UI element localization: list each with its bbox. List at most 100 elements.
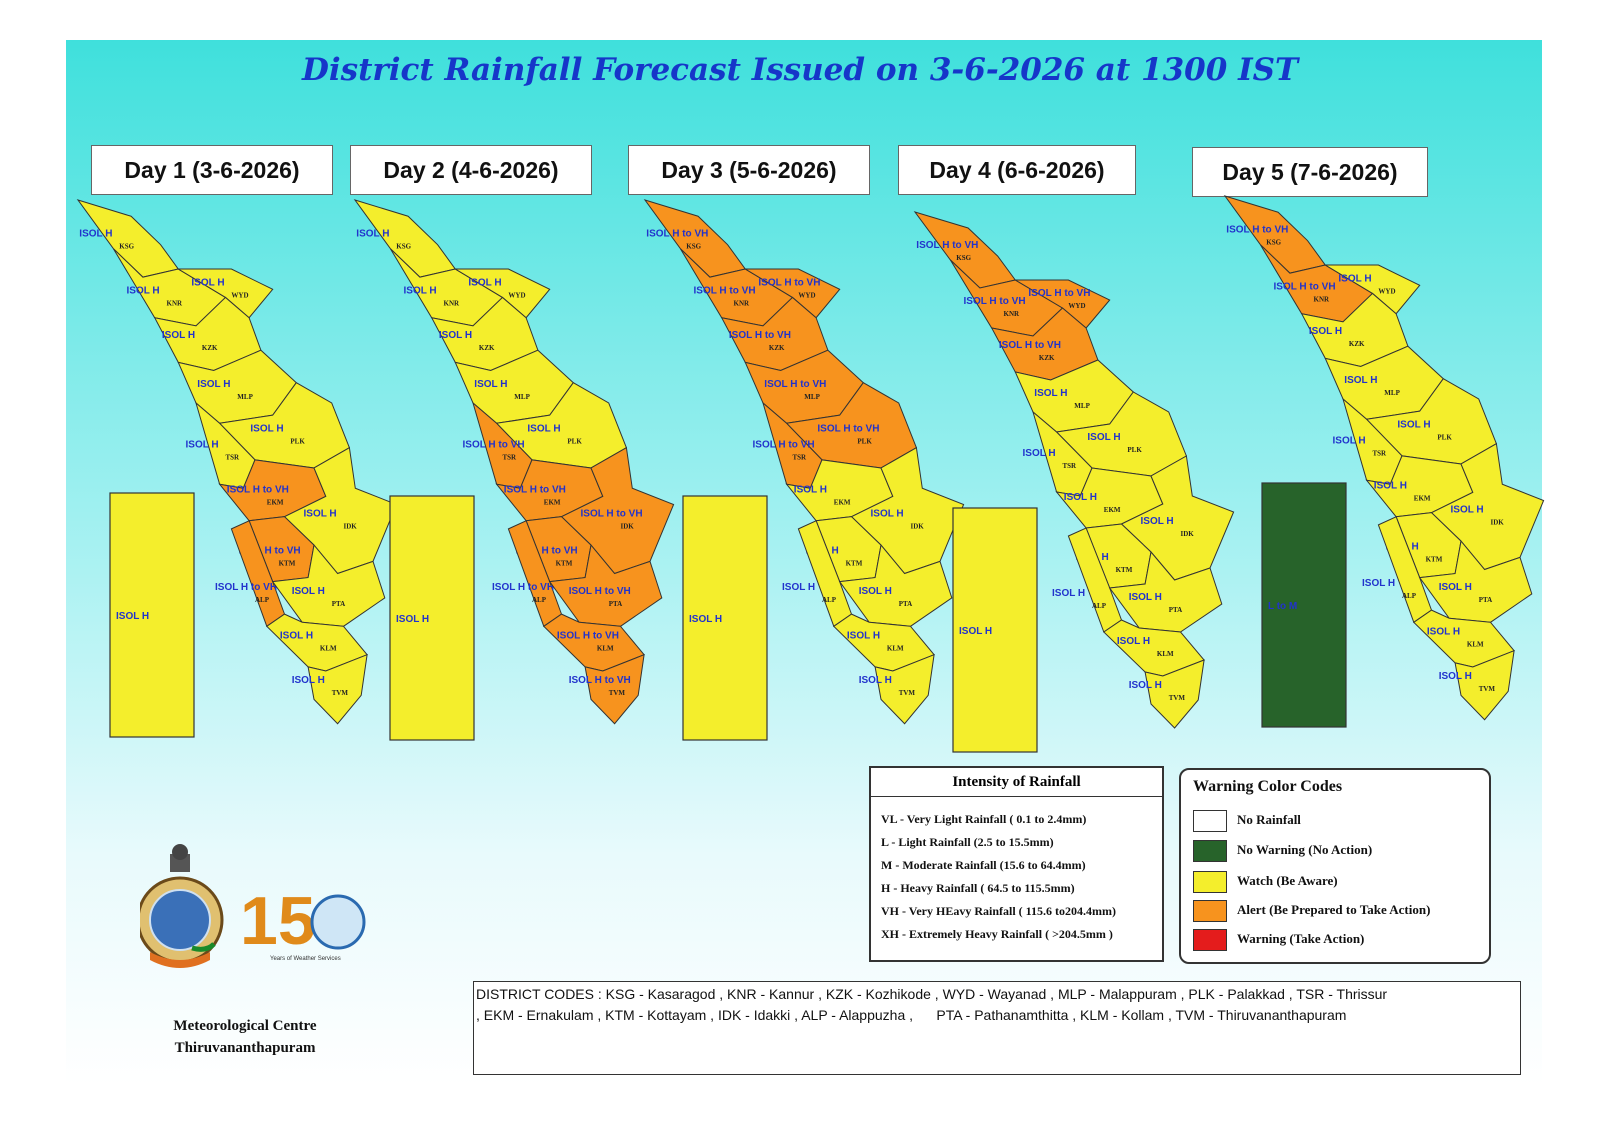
forecast-label-alp-day-1: ISOL H to VH bbox=[215, 582, 277, 593]
forecast-label-ktm-day-1: ISOL H to VH bbox=[239, 545, 301, 556]
swatch-alert bbox=[1193, 900, 1227, 922]
district-tvm-day-1 bbox=[307, 653, 368, 725]
lakshadweep-box-day-4 bbox=[952, 507, 1038, 753]
district-wyd-day-3 bbox=[743, 268, 841, 319]
district-code-pta-day-5: PTA bbox=[1479, 596, 1492, 604]
forecast-label-ekm-day-2: ISOL H to VH bbox=[504, 484, 566, 495]
intensity-row-m: M - Moderate Rainfall (15.6 to 64.4mm) bbox=[881, 858, 1086, 872]
forecast-label-pta-day-2: ISOL H to VH bbox=[569, 586, 631, 597]
district-tvm-day-3 bbox=[874, 653, 935, 725]
district-code-idk-day-4: IDK bbox=[1181, 530, 1195, 538]
forecast-label-pta-day-4: ISOL H bbox=[1129, 592, 1162, 603]
district-alp-day-5 bbox=[1377, 516, 1433, 624]
forecast-label-tvm-day-4: ISOL H bbox=[1129, 680, 1162, 691]
lakshadweep-label-day-5: L to M bbox=[1268, 601, 1297, 612]
forecast-label-knr-day-4: ISOL H to VH bbox=[964, 296, 1026, 307]
district-code-ekm-day-5: EKM bbox=[1414, 494, 1431, 502]
forecast-label-idk-day-4: ISOL H bbox=[1141, 516, 1174, 527]
district-code-alp-day-3: ALP bbox=[822, 596, 837, 604]
district-code-knr-day-2: KNR bbox=[444, 299, 461, 307]
forecast-label-mlp-day-4: ISOL H bbox=[1034, 388, 1067, 399]
forecast-label-ekm-day-4: ISOL H bbox=[1064, 492, 1097, 503]
district-code-wyd-day-2: WYD bbox=[508, 291, 525, 299]
district-code-ktm-day-1: KTM bbox=[279, 559, 296, 567]
forecast-label-alp-day-2: ISOL H to VH bbox=[492, 582, 554, 593]
intensity-row-vl: VL - Very Light Rainfall ( 0.1 to 2.4mm) bbox=[881, 812, 1087, 826]
day-1-header: Day 1 (3-6-2026) bbox=[91, 145, 333, 195]
swatch-no-rainfall bbox=[1193, 810, 1227, 832]
kerala-map-day-2: ISOL H KSG ISOL H KNR ISOL H WYD ISOL H KZK ISOL… bbox=[353, 199, 675, 741]
district-code-plk-day-2: PLK bbox=[567, 437, 582, 445]
district-tvm-day-5 bbox=[1454, 649, 1515, 721]
forecast-label-mlp-day-5: ISOL H bbox=[1344, 375, 1377, 386]
label-no-warning: No Warning (No Action) bbox=[1237, 842, 1373, 857]
district-code-wyd-day-5: WYD bbox=[1378, 287, 1395, 295]
forecast-label-idk-day-1: ISOL H bbox=[304, 509, 337, 520]
lakshadweep-box-day-3 bbox=[682, 495, 768, 741]
page-title: District Rainfall Forecast Issued on 3-6… bbox=[301, 52, 1299, 88]
label-watch: Watch (Be Aware) bbox=[1237, 873, 1338, 888]
district-code-ekm-day-4: EKM bbox=[1104, 506, 1121, 514]
forecast-label-kzk-day-2: ISOL H bbox=[439, 330, 472, 341]
lakshadweep-label-day-4: ISOL H bbox=[959, 626, 992, 637]
district-code-tvm-day-5: TVM bbox=[1479, 685, 1496, 693]
district-code-tsr-day-2: TSR bbox=[503, 454, 518, 462]
district-code-tsr-day-4: TSR bbox=[1063, 462, 1078, 470]
district-wyd-day-5 bbox=[1323, 264, 1421, 315]
district-alp-day-2 bbox=[507, 520, 563, 628]
forecast-label-ksg-day-4: ISOL H to VH bbox=[916, 240, 978, 251]
district-code-plk-day-3: PLK bbox=[857, 437, 872, 445]
intensity-legend-title: Intensity of Rainfall bbox=[871, 768, 1162, 797]
district-code-tvm-day-3: TVM bbox=[899, 689, 916, 697]
district-code-idk-day-3: IDK bbox=[911, 523, 925, 531]
forecast-label-ksg-day-2: ISOL H bbox=[356, 229, 389, 240]
forecast-label-knr-day-3: ISOL H to VH bbox=[694, 285, 756, 296]
district-code-kzk-day-5: KZK bbox=[1349, 340, 1365, 348]
forecast-label-knr-day-2: ISOL H bbox=[404, 285, 437, 296]
district-wyd-day-4 bbox=[1013, 279, 1111, 329]
forecast-label-knr-day-1: ISOL H bbox=[127, 285, 160, 296]
district-tvm-day-4 bbox=[1144, 659, 1205, 729]
district-code-ekm-day-3: EKM bbox=[834, 498, 851, 506]
forecast-label-wyd-day-4: ISOL H to VH bbox=[1028, 288, 1090, 299]
forecast-label-klm-day-5: ISOL H bbox=[1427, 627, 1460, 638]
forecast-label-tvm-day-1: ISOL H bbox=[292, 675, 325, 686]
district-code-idk-day-2: IDK bbox=[621, 523, 635, 531]
forecast-label-plk-day-2: ISOL H bbox=[527, 423, 560, 434]
day-4-header: Day 4 (6-6-2026) bbox=[898, 145, 1136, 195]
label-alert: Alert (Be Prepared to Take Action) bbox=[1237, 902, 1431, 917]
district-code-idk-day-1: IDK bbox=[344, 523, 358, 531]
forecast-label-tsr-day-2: ISOL H to VH bbox=[463, 440, 525, 451]
district-code-idk-day-5: IDK bbox=[1491, 519, 1505, 527]
district-code-ksg-day-2: KSG bbox=[396, 243, 411, 251]
forecast-label-klm-day-4: ISOL H bbox=[1117, 636, 1150, 647]
forecast-label-ekm-day-5: ISOL H bbox=[1374, 480, 1407, 491]
forecast-label-pta-day-5: ISOL H bbox=[1439, 582, 1472, 593]
district-code-alp-day-1: ALP bbox=[255, 596, 270, 604]
district-code-pta-day-2: PTA bbox=[609, 600, 622, 608]
district-code-ktm-day-2: KTM bbox=[556, 559, 573, 567]
lakshadweep-box-day-5 bbox=[1261, 482, 1347, 728]
forecast-label-tvm-day-2: ISOL H to VH bbox=[569, 675, 631, 686]
org-line-2: Thiruvananthapuram bbox=[174, 1040, 316, 1056]
lakshadweep-label-day-3: ISOL H bbox=[689, 614, 722, 625]
district-code-alp-day-4: ALP bbox=[1092, 602, 1107, 610]
forecast-label-pta-day-1: ISOL H bbox=[292, 586, 325, 597]
forecast-label-ekm-day-3: ISOL H bbox=[794, 484, 827, 495]
forecast-label-kzk-day-1: ISOL H bbox=[162, 330, 195, 341]
district-code-mlp-day-1: MLP bbox=[237, 393, 253, 401]
forecast-label-mlp-day-3: ISOL H to VH bbox=[764, 379, 826, 390]
forecast-label-klm-day-3: ISOL H bbox=[847, 631, 880, 642]
district-code-ktm-day-4: KTM bbox=[1116, 566, 1133, 574]
district-code-wyd-day-3: WYD bbox=[798, 291, 815, 299]
forecast-label-ekm-day-1: ISOL H to VH bbox=[227, 484, 289, 495]
district-code-mlp-day-4: MLP bbox=[1074, 402, 1090, 410]
forecast-label-ksg-day-1: ISOL H bbox=[79, 229, 112, 240]
district-codes-line-1: DISTRICT CODES : KSG - Kasaragod , KNR -… bbox=[476, 986, 1388, 1002]
lakshadweep-box-day-1 bbox=[109, 492, 195, 738]
forecast-label-knr-day-5: ISOL H to VH bbox=[1274, 281, 1336, 292]
district-code-ksg-day-3: KSG bbox=[686, 243, 701, 251]
district-alp-day-4 bbox=[1067, 527, 1123, 633]
district-tvm-day-2 bbox=[584, 653, 645, 725]
district-code-alp-day-2: ALP bbox=[532, 596, 547, 604]
